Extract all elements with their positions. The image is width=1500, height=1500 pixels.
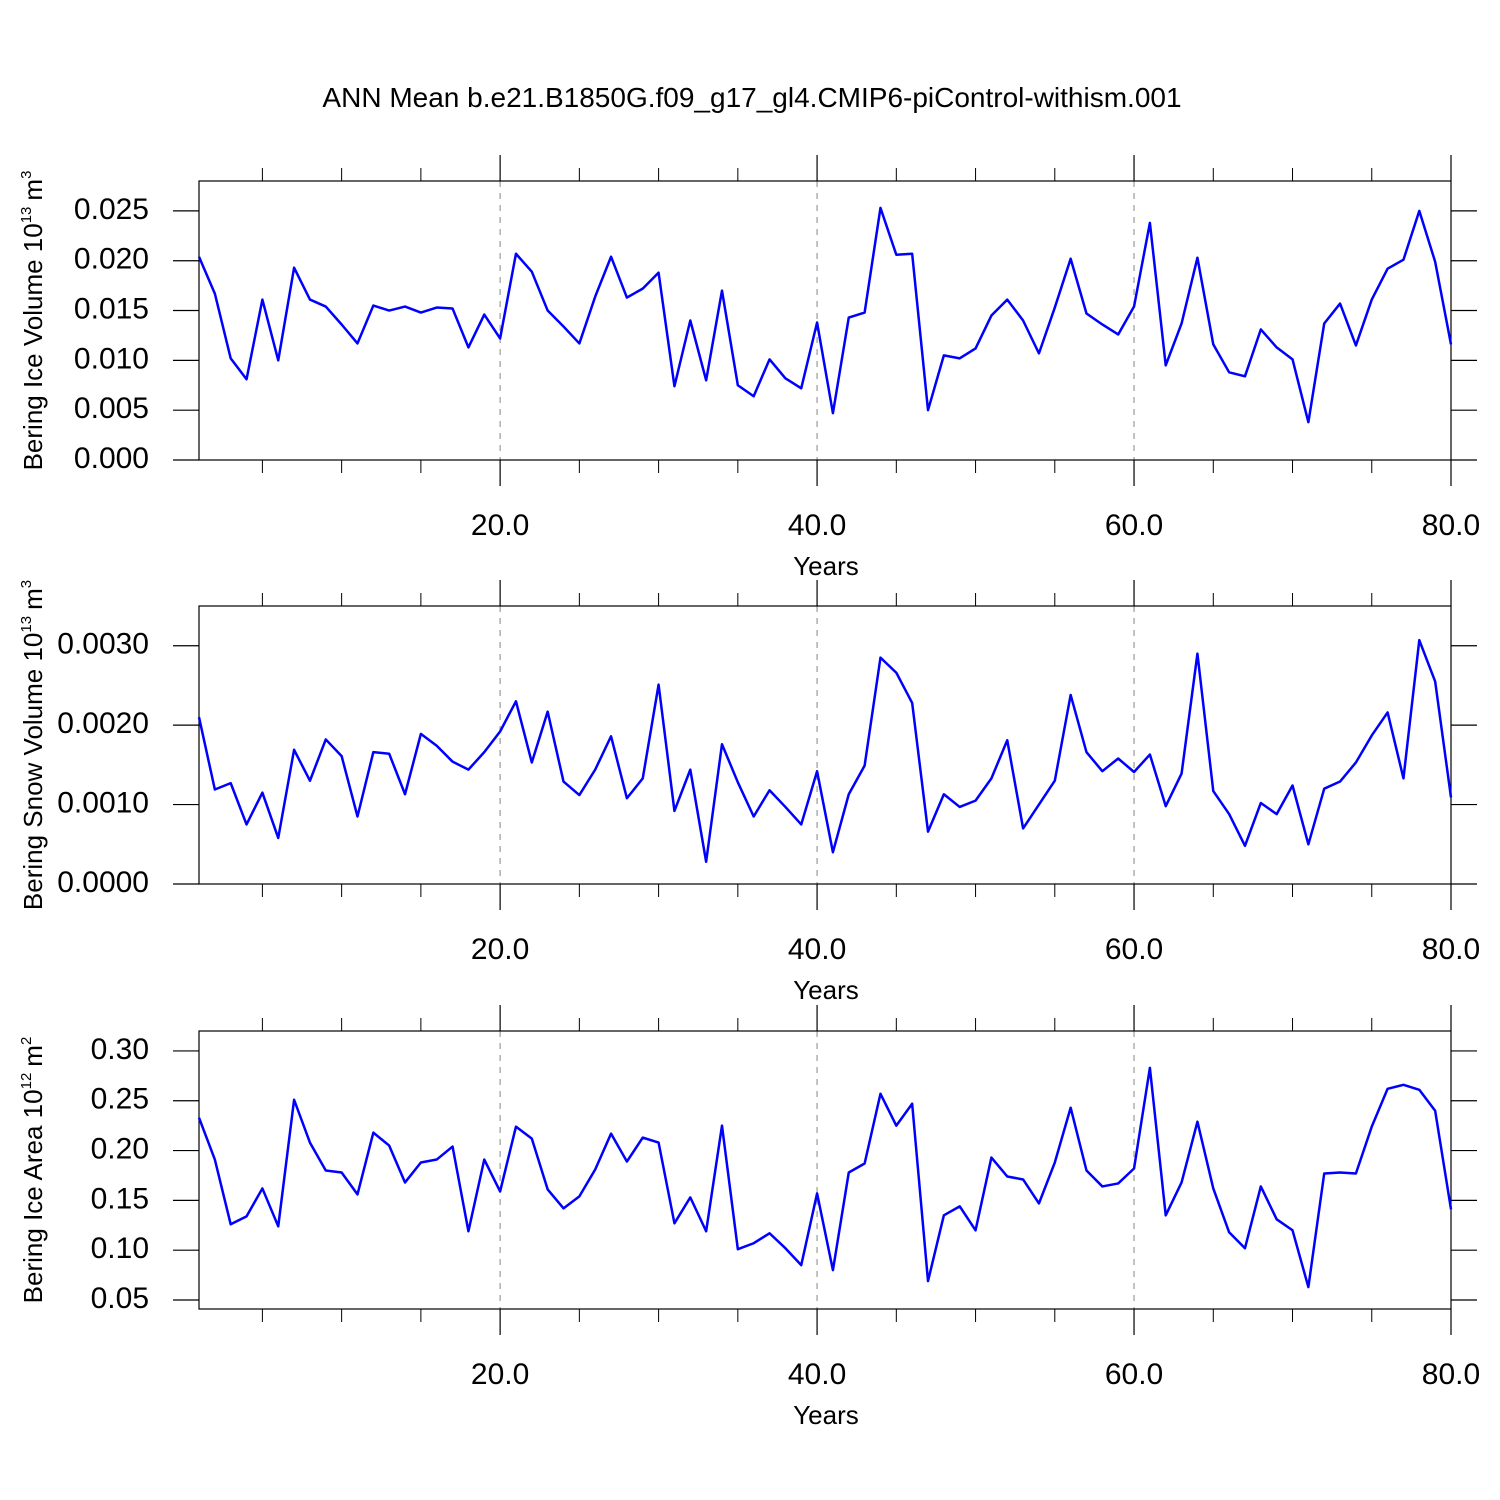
plot-frame — [198, 605, 1452, 885]
plot-frame — [198, 1030, 1452, 1310]
plot-frame — [198, 180, 1452, 461]
y-axis-title-text: Bering Snow Volume 10 — [18, 633, 48, 911]
y-tick-label: 0.25 — [91, 1083, 149, 1116]
y-axis-title: Bering Snow Volume 1013 m3 — [18, 580, 48, 910]
y-axis-title-unit: m — [18, 1045, 48, 1067]
x-tick-label: 60.0 — [1105, 509, 1163, 542]
y-axis-title-text: Bering Ice Volume 10 — [18, 223, 48, 470]
y-tick-label: 0.000 — [74, 442, 149, 475]
y-tick-label: 0.20 — [91, 1132, 149, 1165]
x-axis-title: Years — [793, 975, 859, 1005]
y-axis-title: Bering Ice Area 1012 m2 — [18, 1037, 48, 1304]
y-tick-label: 0.30 — [91, 1033, 149, 1066]
y-axis-title-exponent: 13 — [18, 616, 35, 633]
x-tick-label: 20.0 — [471, 1358, 529, 1391]
x-tick-label: 20.0 — [471, 933, 529, 966]
y-tick-label: 0.020 — [74, 243, 149, 276]
y-tick-label: 0.10 — [91, 1232, 149, 1265]
x-axis-title: Years — [793, 551, 859, 581]
y-axis-title-exponent: 13 — [18, 207, 35, 224]
data-line — [197, 1066, 1453, 1289]
y-tick-label: 0.010 — [74, 342, 149, 375]
x-axis-title: Years — [793, 1400, 859, 1430]
y-axis-title-text: Bering Ice Area 10 — [18, 1089, 48, 1303]
x-tick-label: 80.0 — [1422, 1358, 1480, 1391]
x-tick-label: 40.0 — [788, 509, 846, 542]
x-tick-label: 80.0 — [1422, 933, 1480, 966]
y-tick-label: 0.025 — [74, 193, 149, 226]
x-tick-label: 80.0 — [1422, 509, 1480, 542]
y-tick-label: 0.15 — [91, 1182, 149, 1215]
y-axis-title-exponent: 12 — [18, 1073, 35, 1090]
x-tick-label: 40.0 — [788, 1358, 846, 1391]
y-tick-label: 0.0010 — [57, 786, 149, 819]
y-tick-label: 0.015 — [74, 292, 149, 325]
y-tick-label: 0.0000 — [57, 866, 149, 899]
y-axis-title-unit-exponent: 2 — [18, 1037, 35, 1045]
y-axis-title-unit-exponent: 3 — [18, 171, 35, 179]
y-tick-label: 0.0030 — [57, 628, 149, 661]
y-axis-title-unit-exponent: 3 — [18, 580, 35, 588]
chart-title: ANN Mean b.e21.B1850G.f09_g17_gl4.CMIP6-… — [322, 82, 1181, 113]
x-tick-label: 20.0 — [471, 509, 529, 542]
x-tick-label: 60.0 — [1105, 933, 1163, 966]
y-axis-title-unit: m — [18, 179, 48, 201]
x-tick-label: 40.0 — [788, 933, 846, 966]
y-tick-label: 0.005 — [74, 392, 149, 425]
y-axis-title: Bering Ice Volume 1013 m3 — [18, 171, 48, 471]
y-axis-title-unit: m — [18, 588, 48, 610]
data-line — [197, 206, 1453, 424]
x-tick-label: 60.0 — [1105, 1358, 1163, 1391]
y-tick-label: 0.05 — [91, 1282, 149, 1315]
data-line — [197, 638, 1453, 864]
y-tick-label: 0.0020 — [57, 707, 149, 740]
